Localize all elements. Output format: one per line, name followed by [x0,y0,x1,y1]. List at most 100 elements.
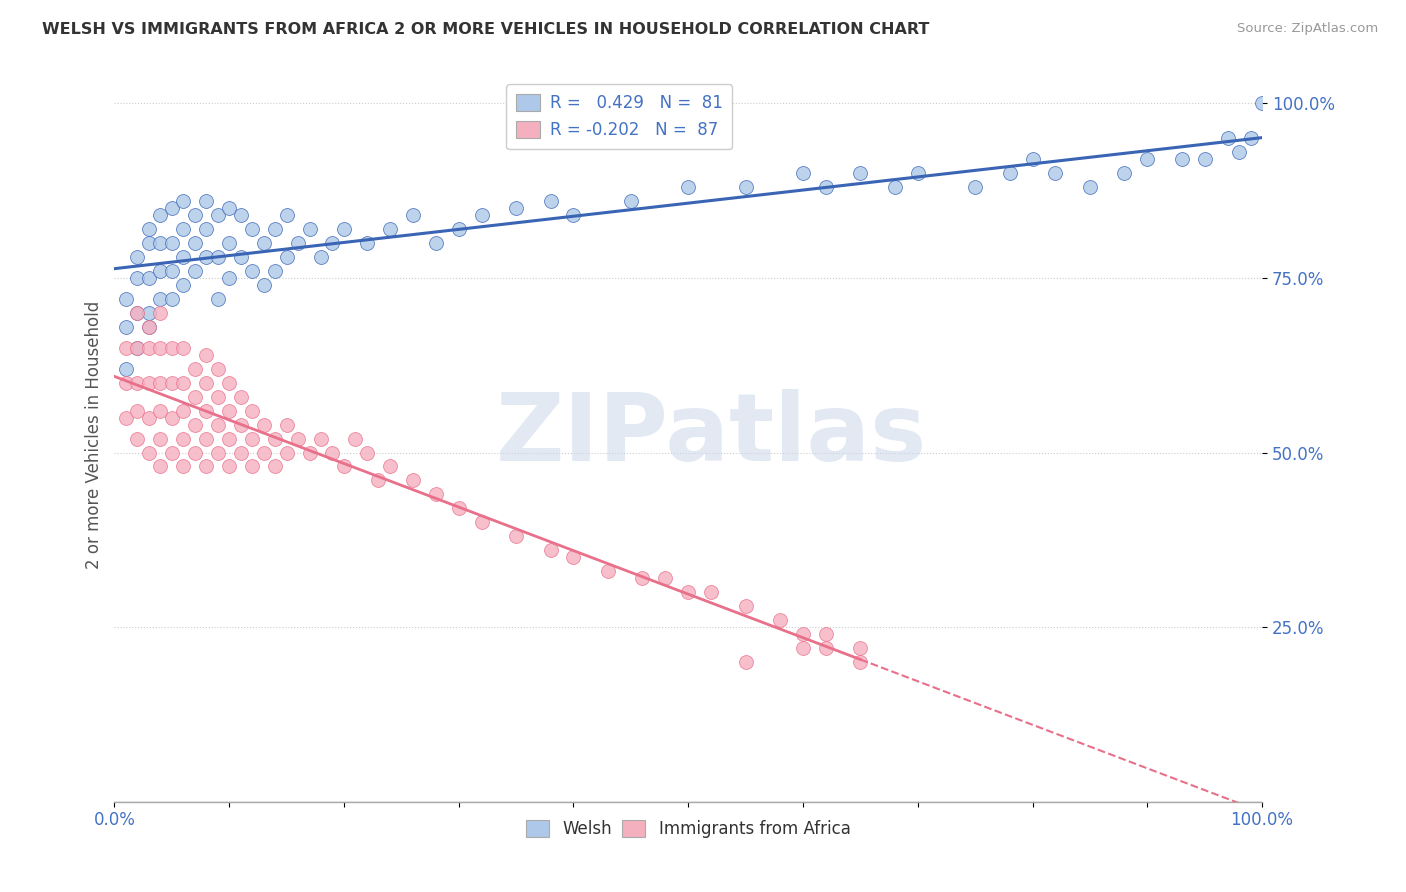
Point [425,487,447,501]
Point [172,250,194,264]
Point [138,319,160,334]
Point [218,271,240,285]
Point [471,208,494,222]
Point [229,390,252,404]
Point [229,250,252,264]
Point [1170,153,1192,167]
Point [172,194,194,209]
Point [562,208,585,222]
Point [149,306,172,320]
Point [184,390,207,404]
Point [1045,166,1067,180]
Point [309,250,332,264]
Point [172,403,194,417]
Point [184,445,207,459]
Point [596,564,619,578]
Point [333,222,356,236]
Point [792,640,814,655]
Point [562,550,585,565]
Point [149,292,172,306]
Text: WELSH VS IMMIGRANTS FROM AFRICA 2 OR MORE VEHICLES IN HOUSEHOLD CORRELATION CHAR: WELSH VS IMMIGRANTS FROM AFRICA 2 OR MOR… [42,22,929,37]
Point [149,403,172,417]
Point [195,403,218,417]
Point [127,376,149,390]
Point [207,292,229,306]
Point [367,474,389,488]
Point [127,306,149,320]
Point [149,208,172,222]
Point [252,277,274,292]
Point [172,341,194,355]
Point [138,235,160,250]
Point [252,417,274,432]
Point [298,445,321,459]
Point [218,432,240,446]
Point [471,516,494,530]
Y-axis label: 2 or more Vehicles in Household: 2 or more Vehicles in Household [86,301,103,569]
Point [184,361,207,376]
Point [264,459,287,474]
Point [849,655,872,669]
Point [229,445,252,459]
Point [195,222,218,236]
Point [676,180,699,194]
Point [264,222,287,236]
Point [814,180,837,194]
Point [149,432,172,446]
Point [1114,166,1136,180]
Point [1251,96,1274,111]
Point [195,194,218,209]
Point [149,376,172,390]
Point [229,417,252,432]
Legend: Welsh, Immigrants from Africa: Welsh, Immigrants from Africa [519,813,858,845]
Point [207,250,229,264]
Point [195,432,218,446]
Point [240,459,263,474]
Point [218,201,240,215]
Point [218,376,240,390]
Point [907,166,929,180]
Point [356,235,378,250]
Point [402,474,425,488]
Point [734,655,756,669]
Point [115,361,138,376]
Point [309,432,332,446]
Point [207,390,229,404]
Point [814,627,837,641]
Point [218,235,240,250]
Point [447,501,470,516]
Point [207,445,229,459]
Point [298,222,321,236]
Point [620,194,643,209]
Point [378,459,401,474]
Point [965,180,987,194]
Point [160,376,183,390]
Point [138,341,160,355]
Point [402,208,425,222]
Point [344,432,367,446]
Point [160,341,183,355]
Point [218,403,240,417]
Point [814,640,837,655]
Point [792,166,814,180]
Point [138,445,160,459]
Point [447,222,470,236]
Point [333,459,356,474]
Point [172,277,194,292]
Point [115,319,138,334]
Point [769,613,792,627]
Point [138,319,160,334]
Point [115,410,138,425]
Point [195,459,218,474]
Point [240,403,263,417]
Point [160,201,183,215]
Point [138,410,160,425]
Point [160,292,183,306]
Point [138,376,160,390]
Point [1227,145,1250,160]
Point [505,529,527,543]
Point [276,250,298,264]
Point [1136,153,1159,167]
Point [207,208,229,222]
Point [207,417,229,432]
